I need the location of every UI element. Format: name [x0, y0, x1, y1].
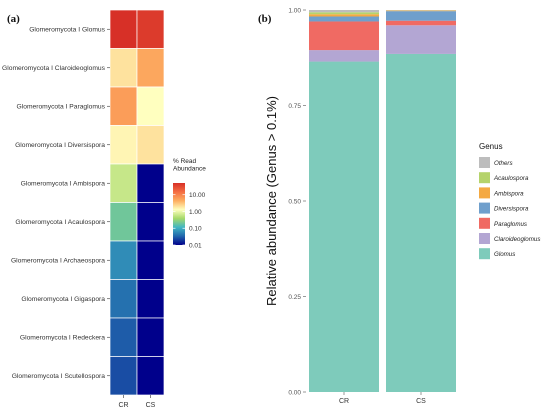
bar-segment-claroideoglomus: [309, 50, 379, 62]
heatmap-cell: [136, 240, 165, 280]
bar-segment-others: [309, 10, 379, 13]
genus-legend-swatch: [479, 157, 490, 168]
heatmap-cell: [136, 202, 165, 242]
heatmap-cell: [109, 356, 138, 396]
genus-legend-swatch: [479, 202, 490, 214]
bar-segment-claroideoglomus: [386, 25, 456, 54]
genus-legend-swatch: [479, 233, 490, 244]
heatmap-cell: [109, 202, 138, 242]
heatmap-cell: [109, 240, 138, 280]
heatmap-cell: [136, 163, 165, 203]
heatmap-row-labels: Glomeromycota I Glomus Glomeromycota I Cl…: [2, 27, 110, 380]
bar-segment-diversispora: [309, 16, 379, 22]
genus-legend-swatch: [479, 172, 490, 184]
genus-legend-swatch: [479, 187, 490, 199]
bar-segment-paraglomus: [309, 21, 379, 51]
bar-segment-ambispora: [309, 14, 379, 17]
heatmap-cell: [109, 48, 138, 88]
heatmap-row-label: Glomeromycota I Redeckera: [20, 335, 105, 342]
genus-legend-title: Genus: [479, 142, 503, 151]
heatmap-cell: [136, 317, 165, 357]
heatmap-cell: [109, 125, 138, 165]
bar-segment-acaulospora: [309, 12, 379, 15]
heatmap-cell: [136, 86, 165, 126]
heatmap-legend-title: Abundance: [173, 166, 206, 173]
heatmap-legend-tick-label: 0.10: [189, 226, 202, 233]
x-axis-tick-label: CR: [339, 398, 349, 405]
heatmap-row-label: Glomeromycota I Scutellospora: [12, 373, 106, 380]
genus-legend-label: Others: [494, 160, 513, 167]
heatmap-row-label: Glomeromycota I Claroideoglomus: [2, 65, 106, 72]
heatmap-cell: [136, 9, 165, 49]
genus-legend-swatch: [479, 248, 490, 260]
genus-legend: Genus Others Acaulospora Ambispora Diversisp…: [479, 142, 540, 260]
heatmap-column-labels: CR CS: [118, 395, 156, 409]
x-axis: CR CS: [339, 392, 426, 405]
panel-a-label: (a): [7, 13, 20, 25]
genus-legend-label: Claroideoglomus: [494, 236, 540, 243]
heatmap-row-label: Glomeromycota I Acaulospora: [15, 219, 105, 226]
genus-legend-swatch: [479, 217, 490, 229]
bar-segment-ambispora: [386, 10, 456, 12]
bar-stacks: [309, 10, 456, 393]
heatmap-cell: [136, 125, 165, 165]
heatmap-row-label: Glomeromycota I Gigaspora: [21, 296, 105, 303]
heatmap-legend-title: % Read: [173, 158, 197, 165]
heatmap-cell: [136, 279, 165, 319]
heatmap-cell: [136, 48, 165, 88]
y-axis-tick-label: 0.50: [288, 198, 301, 205]
heatmap-cell: [109, 163, 138, 203]
heatmap-row-label: Glomeromycota I Paraglomus: [17, 104, 106, 111]
y-axis-label: Relative abundance (Genus > 0.1%): [264, 96, 279, 306]
genus-legend-label: Glomus: [494, 251, 515, 258]
heatmap-row-label: Glomeromycota I Ambispora: [21, 181, 106, 188]
heatmap-row-label: Glomeromycota I Archaeospora: [11, 258, 105, 265]
y-axis: 0.00 0.25 0.50 0.75 1.00: [288, 7, 306, 396]
heatmap-legend-tick-label: 0.01: [189, 242, 202, 249]
heatmap-column-label: CR: [118, 402, 128, 409]
heatmap-cell: [109, 86, 138, 126]
heatmap-cell: [109, 317, 138, 357]
bar-segment-glomus: [309, 61, 379, 392]
heatmap-legend-tick-label: 10.00: [189, 192, 206, 199]
heatmap-cell: [109, 279, 138, 319]
genus-legend-label: Ambispora: [493, 190, 524, 197]
panel-b-label: (b): [258, 13, 272, 25]
heatmap-panel: (a) Glomeromycota I GlomusGlomeromycota …: [2, 9, 206, 409]
heatmap-row-label: Glomeromycota I Glomus: [29, 27, 105, 34]
stacked-bar-panel: (b) Relative abundance (Genus > 0.1%) 0.…: [258, 7, 540, 405]
x-axis-tick-label: CS: [416, 398, 426, 405]
y-axis-tick-label: 0.00: [288, 389, 301, 396]
genus-legend-label: Acaulospora: [493, 175, 529, 182]
genus-legend-label: Diversispora: [494, 206, 529, 213]
heatmap-cell: [109, 9, 138, 49]
genus-legend-label: Paraglomus: [494, 221, 527, 228]
y-axis-tick-label: 1.00: [288, 7, 301, 14]
heatmap-cell: [136, 356, 165, 396]
heatmap-cells: [109, 9, 165, 396]
heatmap-legend-colorbar: [173, 183, 185, 245]
bar-segment-paraglomus: [386, 20, 456, 26]
y-axis-tick-label: 0.75: [288, 103, 301, 110]
heatmap-legend-tick-label: 1.00: [189, 209, 202, 216]
y-axis-tick-label: 0.25: [288, 294, 301, 301]
heatmap-column-label: CS: [146, 402, 156, 409]
heatmap-row-label: Glomeromycota I Diversispora: [15, 142, 105, 149]
bar-segment-glomus: [386, 53, 456, 393]
bar-segment-diversispora: [386, 11, 456, 21]
